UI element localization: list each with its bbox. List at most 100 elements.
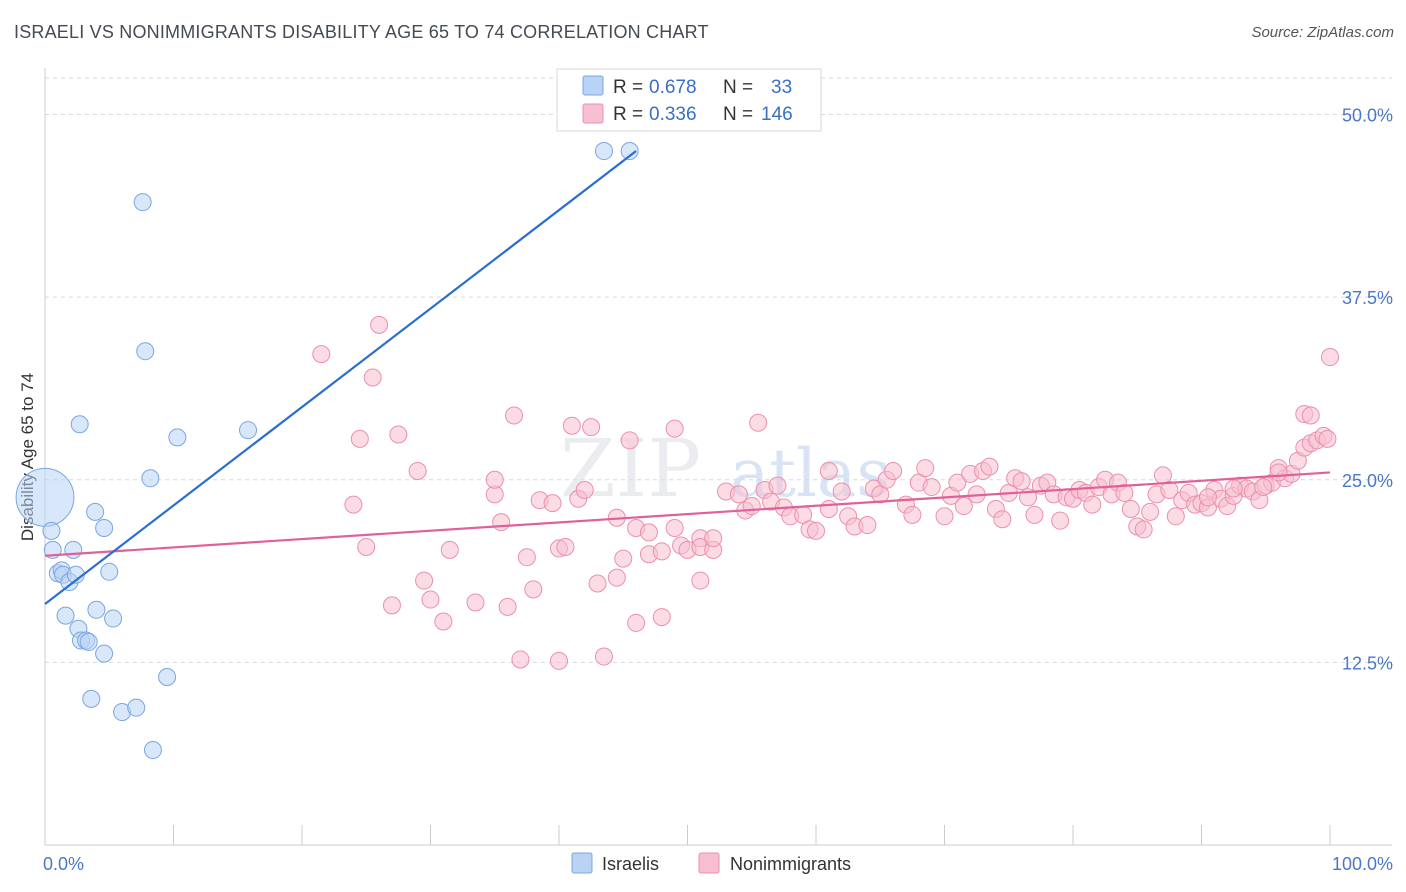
- nonimmigrants-point: [1025, 505, 1044, 524]
- nonimmigrants-point: [627, 613, 646, 632]
- nonimmigrants-point: [948, 473, 967, 492]
- x-ticks: [44, 825, 1331, 845]
- nonimmigrants-point: [652, 608, 671, 627]
- nonimmigrants-point: [1224, 479, 1243, 498]
- nonimmigrants-point: [363, 368, 382, 387]
- nonimmigrants-point: [1083, 495, 1102, 514]
- israelis-point: [56, 606, 75, 625]
- nonimmigrants-point: [575, 480, 594, 499]
- trend-lines: [44, 150, 1331, 605]
- israelis-point: [127, 698, 146, 717]
- y-tick-label: 25.0%: [1342, 471, 1393, 491]
- israelis-point: [133, 193, 152, 212]
- israelis-r-label: R =: [613, 77, 643, 98]
- nonimmigrants-point: [1141, 502, 1160, 521]
- israelis-point: [620, 142, 639, 161]
- israelis-point: [95, 644, 114, 663]
- nonimmigrants-point: [466, 593, 485, 612]
- israelis-point: [82, 689, 101, 708]
- nonimmigrants-point: [1121, 499, 1140, 518]
- nonimmigrants-point: [807, 521, 825, 540]
- nonimmigrants-bottom-swatch: [698, 852, 720, 874]
- grid-lines: [45, 77, 1392, 663]
- nonimmigrants-point: [1269, 463, 1288, 482]
- nonimmigrants-point: [729, 485, 748, 504]
- nonimmigrants-point: [691, 571, 710, 590]
- nonimmigrants-point: [485, 470, 504, 489]
- nonimmigrants-point: [903, 505, 922, 524]
- israelis-point: [141, 469, 160, 488]
- nonimmigrants-point: [312, 345, 331, 364]
- nonimmigrants-point: [935, 507, 954, 526]
- nonimmigrants-point: [922, 478, 941, 497]
- nonimmigrants-point: [543, 494, 562, 513]
- israelis-point: [594, 142, 613, 161]
- nonimmigrants-point: [639, 523, 658, 542]
- nonimmigrants-point: [1012, 472, 1031, 491]
- israelis-legend-label: Israelis: [602, 854, 659, 874]
- nonimmigrants-point: [1318, 429, 1337, 448]
- nonimmigrants-point: [1321, 348, 1339, 367]
- nonimmigrants-point: [819, 461, 838, 480]
- nonimmigrants-point: [440, 540, 459, 559]
- israelis-r-value: 0.678: [649, 77, 697, 98]
- series-legend: Israelis Nonimmigrants: [571, 852, 851, 874]
- nonimmigrants-point: [344, 495, 363, 514]
- israelis-point: [104, 609, 123, 628]
- nonimmigrants-r-label: R =: [613, 104, 643, 125]
- nonimmigrants-point: [742, 497, 761, 516]
- nonimmigrants-point: [704, 529, 723, 548]
- israelis-point: [168, 428, 187, 447]
- nonimmigrants-point: [1301, 406, 1320, 425]
- nonimmigrants-trend-line: [44, 471, 1331, 557]
- nonimmigrants-point: [517, 548, 536, 567]
- nonimmigrants-point: [858, 516, 877, 535]
- x-tick-label-max: 100.0%: [1332, 854, 1393, 874]
- nonimmigrants-point: [1198, 488, 1217, 507]
- x-tick-label-min: 0.0%: [43, 854, 84, 874]
- israelis-point: [136, 342, 155, 361]
- israelis-point: [239, 421, 258, 440]
- nonimmigrants-point: [749, 413, 768, 432]
- nonimmigrants-point: [556, 537, 575, 556]
- nonimmigrants-point: [492, 513, 511, 532]
- nonimmigrants-point: [582, 418, 601, 437]
- israelis-point: [79, 632, 98, 651]
- nonimmigrants-point: [389, 425, 408, 444]
- y-tick-label: 37.5%: [1342, 288, 1393, 308]
- israelis-point: [70, 415, 89, 434]
- israelis-trend-line: [44, 150, 637, 605]
- israelis-n-value: 33: [771, 77, 792, 98]
- israelis-point: [42, 521, 61, 540]
- nonimmigrants-point: [511, 650, 530, 669]
- source-label: Source: ZipAtlas.com: [1251, 24, 1394, 41]
- nonimmigrants-point: [434, 612, 453, 631]
- israelis-point: [86, 502, 105, 521]
- israelis-point: [15, 467, 75, 527]
- israelis-n-label: N =: [723, 77, 753, 98]
- nonimmigrants-point: [550, 651, 568, 670]
- israelis-point: [158, 667, 177, 686]
- watermark: ZIP atlas: [560, 422, 890, 515]
- nonimmigrants-point: [357, 537, 376, 556]
- nonimmigrants-point: [607, 568, 626, 587]
- israelis-points: [15, 142, 639, 760]
- nonimmigrants-point: [832, 482, 851, 501]
- nonimmigrants-point: [819, 499, 838, 518]
- nonimmigrants-point: [954, 497, 973, 516]
- nonimmigrants-point: [370, 315, 389, 334]
- nonimmigrants-point: [614, 549, 633, 568]
- nonimmigrants-point: [665, 419, 684, 438]
- nonimmigrants-point: [980, 457, 999, 476]
- nonimmigrants-point: [524, 580, 543, 599]
- nonimmigrants-n-value: 146: [761, 104, 793, 125]
- y-tick-label: 50.0%: [1342, 106, 1393, 126]
- israelis-point: [64, 540, 83, 559]
- nonimmigrants-point: [562, 416, 581, 435]
- nonimmigrants-point: [665, 518, 684, 537]
- nonimmigrants-point: [588, 574, 607, 593]
- israelis-point: [143, 741, 162, 760]
- axes: [44, 68, 1392, 846]
- nonimmigrants-point: [652, 542, 671, 561]
